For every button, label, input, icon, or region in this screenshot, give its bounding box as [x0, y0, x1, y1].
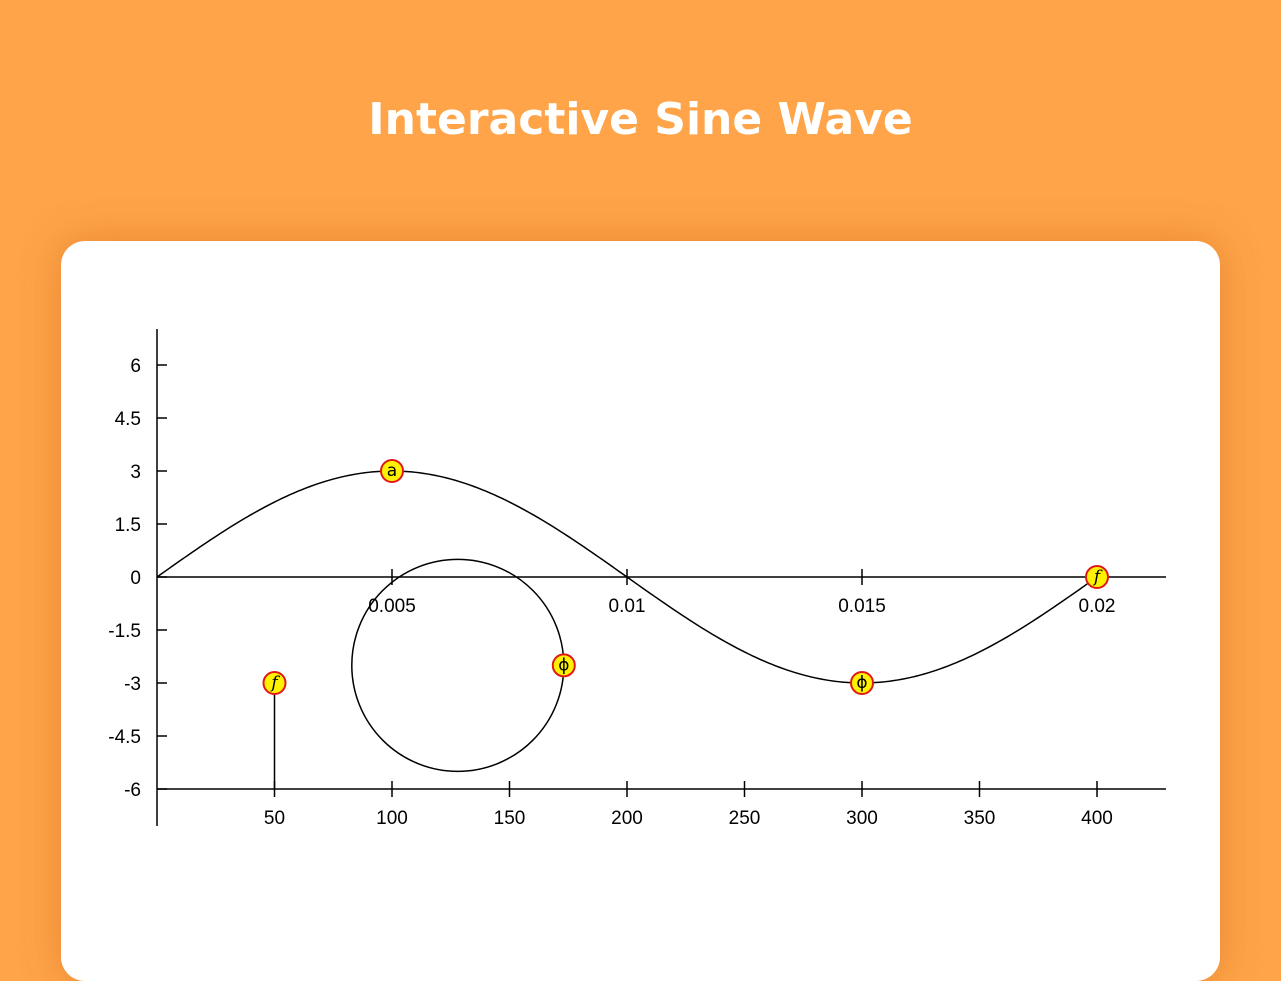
phase-on-wave-handle[interactable]: ϕ: [850, 671, 874, 695]
frequency-tick-label: 400: [1081, 808, 1113, 829]
sine-wave-line: [156, 470, 1098, 684]
y-tick-label: -3: [124, 674, 141, 695]
phase-on-wave-handle-knob[interactable]: [850, 671, 874, 695]
y-tick-label: 0: [130, 568, 141, 589]
phase-on-circle-handle[interactable]: ϕ: [551, 653, 576, 678]
frequency-tick-label: 200: [611, 808, 643, 829]
handle-layer[interactable]: a f ϕ ϕ f: [262, 459, 1109, 695]
y-tick-label: 1.5: [115, 515, 141, 536]
chart-card: 6 4.5 3 1.5 0 -1.5 -3 -4.5 -6 0.005 0.01 0.015 0.02 5…: [61, 241, 1220, 981]
phase-circle: [351, 558, 565, 773]
period-end-handle[interactable]: f: [1085, 565, 1109, 589]
frequency-stem-handle-label: f: [269, 673, 280, 693]
y-tick-label: -1.5: [108, 621, 141, 642]
frequency-stem-handle-knob[interactable]: [262, 671, 287, 695]
period-end-handle-label: f: [1092, 567, 1103, 587]
y-tick-label: 3: [130, 462, 141, 483]
amplitude-handle-label: a: [387, 461, 397, 481]
y-tick-label: 4.5: [115, 409, 141, 430]
frequency-tick-label: 350: [964, 808, 996, 829]
period-end-handle-knob[interactable]: [1085, 565, 1109, 589]
frequency-tick-label: 50: [264, 808, 285, 829]
sine-wave-chart[interactable]: 6 4.5 3 1.5 0 -1.5 -3 -4.5 -6 0.005 0.01 0.015 0.02 5…: [61, 241, 1220, 956]
phase-on-circle-handle-knob[interactable]: [551, 653, 576, 678]
axes-layer: 6 4.5 3 1.5 0 -1.5 -3 -4.5 -6 0.005 0.01 0.015 0.02 5…: [108, 329, 1166, 829]
frequency-tick-label: 300: [846, 808, 878, 829]
frequency-tick-label: 100: [376, 808, 408, 829]
page-title: Interactive Sine Wave: [368, 94, 913, 145]
amplitude-handle[interactable]: a: [380, 459, 404, 483]
time-tick-label: 0.01: [609, 596, 646, 617]
amplitude-handle-knob[interactable]: [380, 459, 404, 483]
curve-layer: [156, 470, 1098, 789]
y-tick-label: -4.5: [108, 727, 141, 748]
time-tick-label: 0.005: [368, 596, 416, 617]
frequency-tick-label: 250: [729, 808, 761, 829]
phase-on-circle-handle-label: ϕ: [558, 655, 569, 675]
time-tick-label: 0.02: [1079, 596, 1116, 617]
frequency-tick-label: 150: [494, 808, 526, 829]
time-tick-label: 0.015: [838, 596, 886, 617]
frequency-stem-handle[interactable]: f: [262, 671, 287, 695]
phase-on-wave-handle-label: ϕ: [856, 673, 867, 693]
y-tick-label: -6: [124, 780, 141, 801]
y-tick-label: 6: [130, 356, 141, 377]
